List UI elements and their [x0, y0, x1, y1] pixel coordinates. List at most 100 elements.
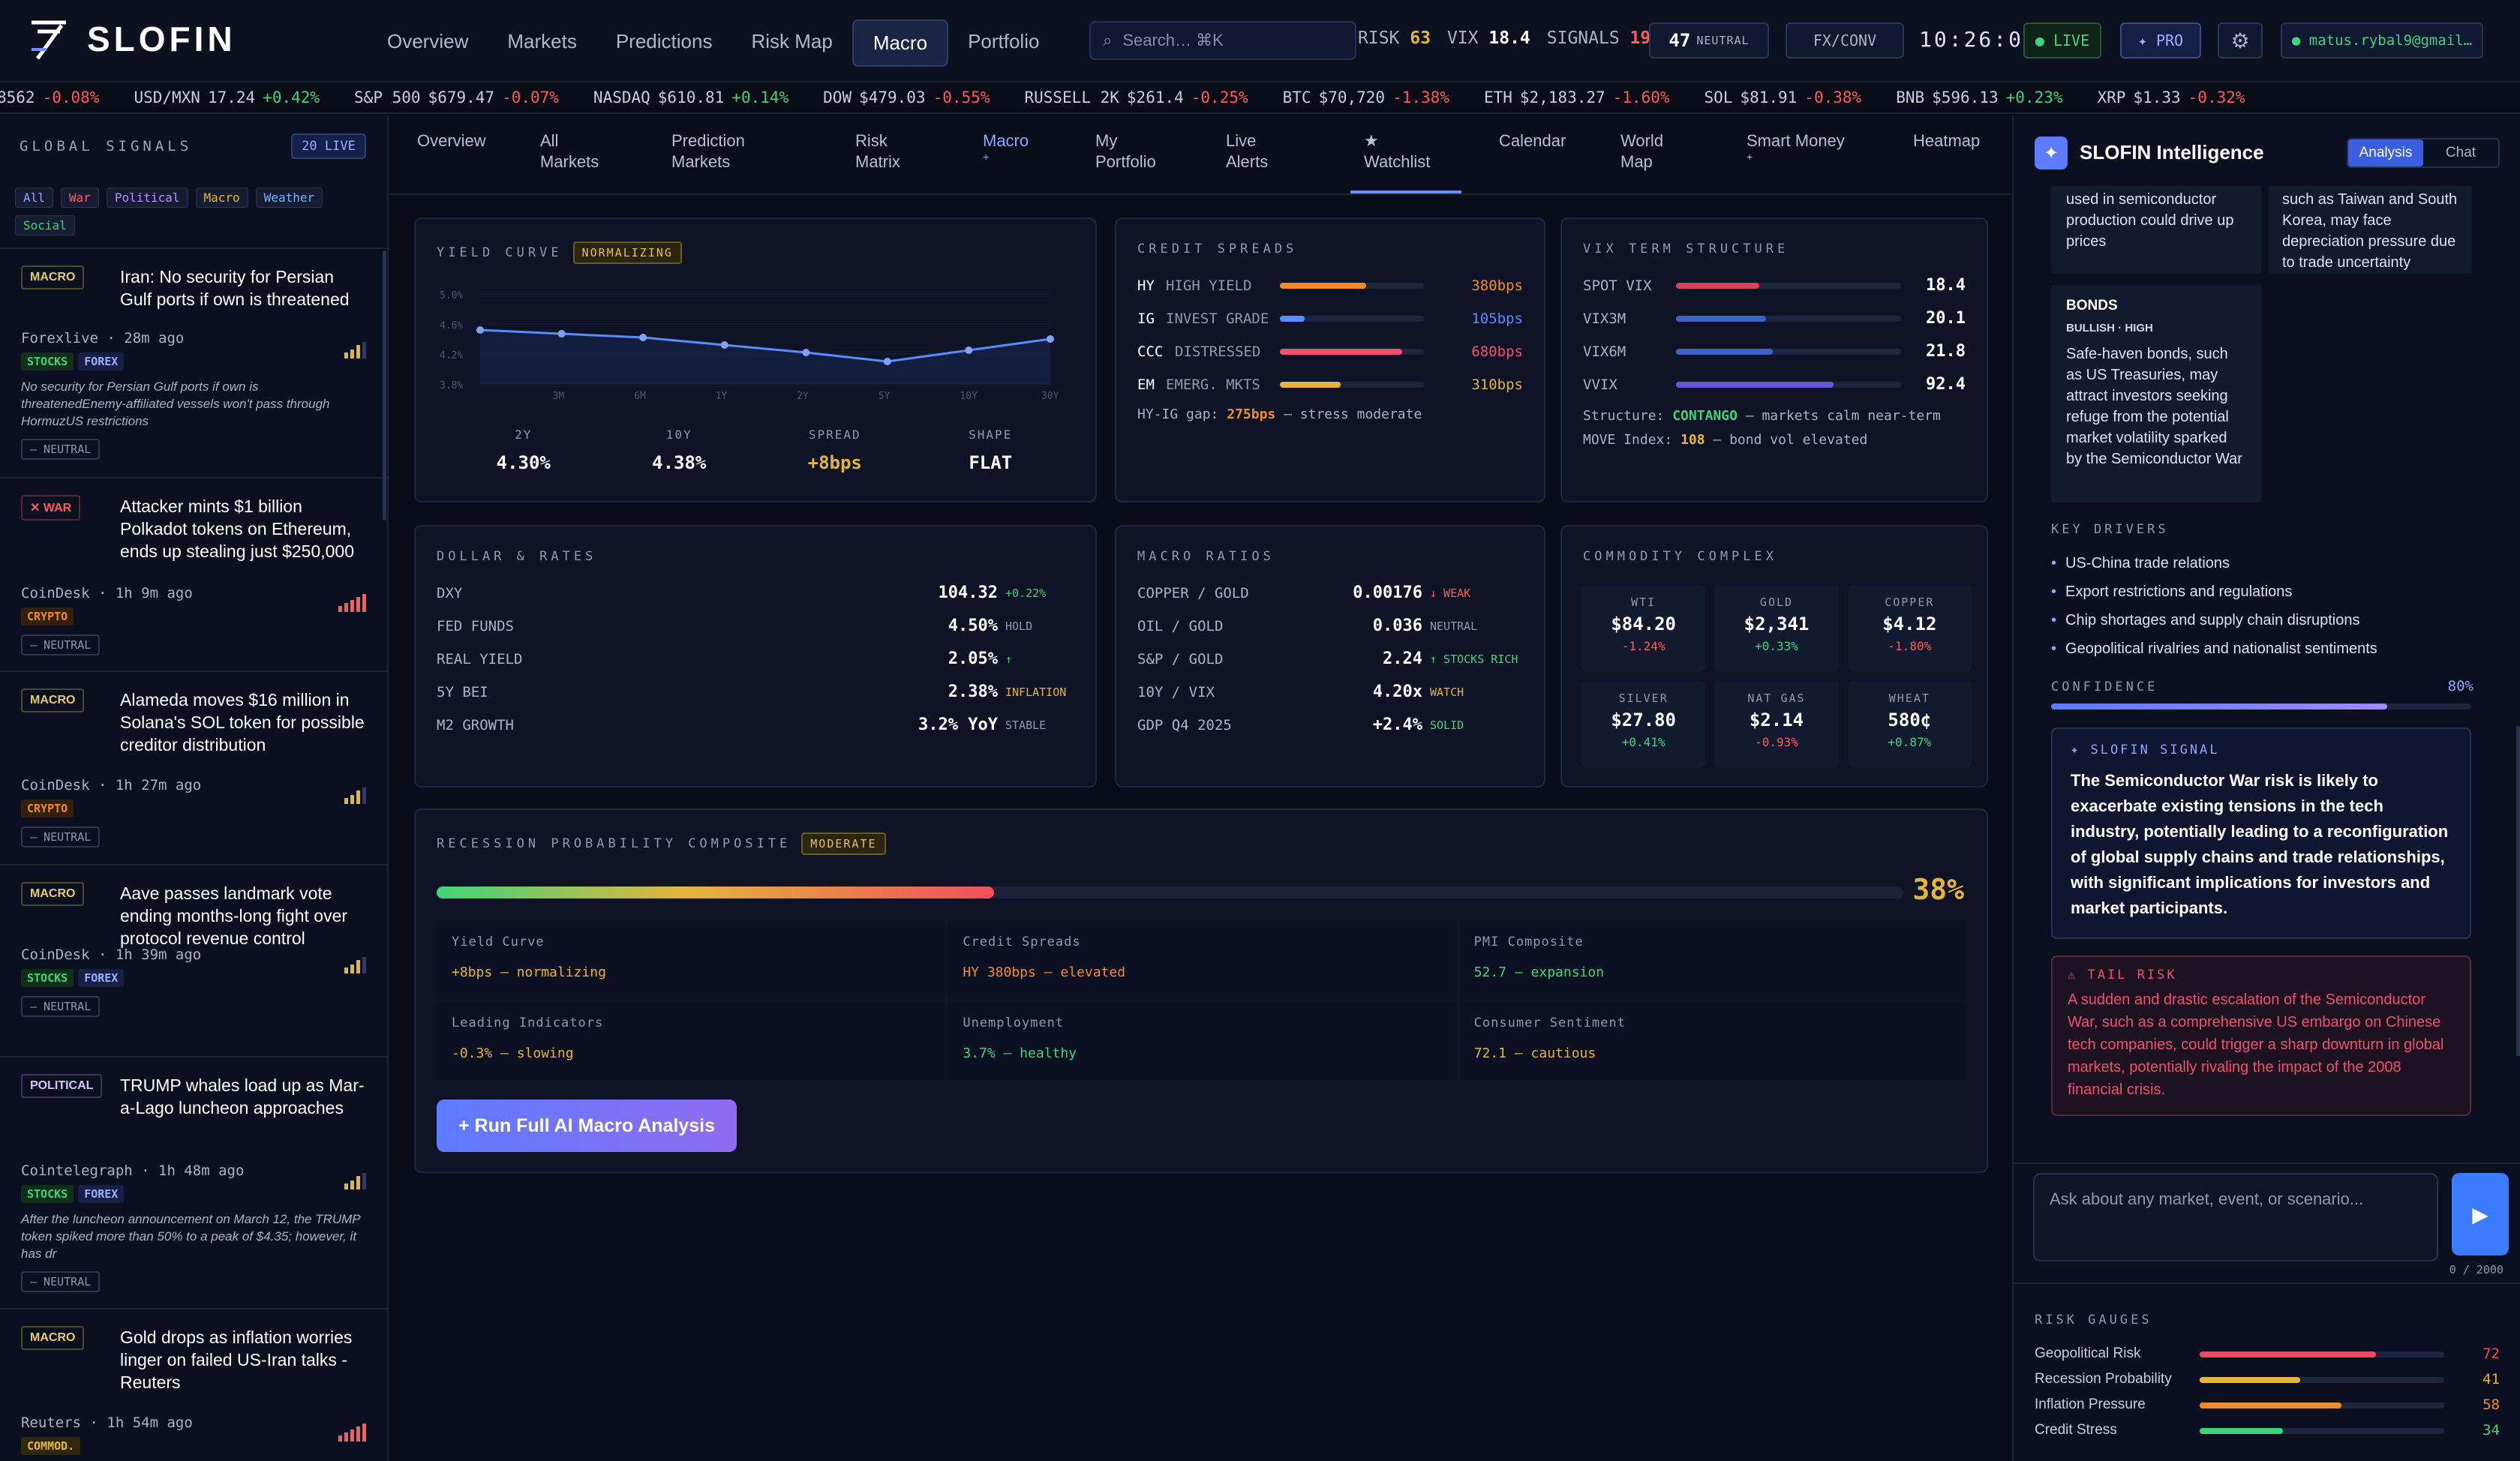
tab-world-map[interactable]: World Map: [1620, 130, 1663, 172]
ticker-item[interactable]: ETH $2,183.27 -1.60%: [1484, 88, 1670, 106]
user-account-button[interactable]: ● matus.rybal9@gmail…: [2281, 22, 2483, 58]
filter-political[interactable]: Political: [106, 188, 188, 208]
search-input[interactable]: Search… ⌘K: [1122, 31, 1224, 50]
tab-analysis[interactable]: Analysis: [2348, 140, 2423, 166]
sparkle-icon: ✦: [2035, 136, 2068, 170]
filter-all[interactable]: All: [15, 188, 53, 208]
news-title[interactable]: Iran: No security for Persian Gulf ports…: [120, 267, 350, 309]
nav-portfolio[interactable]: Portfolio: [968, 30, 1040, 52]
filter-war[interactable]: War: [60, 188, 99, 208]
scrollbar[interactable]: [383, 250, 386, 520]
ticker-item[interactable]: XRP $1.33 -0.32%: [2098, 88, 2245, 106]
commodity-tile[interactable]: SILVER $27.80 +0.41%: [1581, 681, 1706, 768]
ticker-symbol: USD/MXN: [134, 88, 200, 106]
row-note: ↑ STOCKS RICH: [1430, 652, 1518, 666]
recession-factor: Consumer Sentiment 72.1 — cautious: [1458, 1002, 1967, 1080]
ticker-item[interactable]: BTC $70,720 -1.38%: [1283, 88, 1449, 106]
ask-input[interactable]: Ask about any market, event, or scenario…: [2033, 1173, 2438, 1262]
ticker-item[interactable]: 8562 -0.08%: [0, 88, 99, 106]
tab-risk-matrix[interactable]: Risk Matrix: [855, 130, 900, 172]
yield-point: [557, 330, 566, 338]
pro-badge[interactable]: ✦ PRO: [2120, 22, 2201, 58]
news-item[interactable]: ✕ WAR Attacker mints $1 billion Polkadot …: [0, 477, 387, 670]
ticker-item[interactable]: USD/MXN 17.24 +0.42%: [134, 88, 320, 106]
commodity-tile[interactable]: GOLD $2,341 +0.33%: [1714, 585, 1839, 672]
tab-all-markets[interactable]: All Markets: [540, 130, 599, 172]
ticker-item[interactable]: BNB $596.13 +0.23%: [1896, 88, 2062, 106]
tab-label: Portfolio: [1095, 152, 1156, 171]
vix-term-structure-card: VIX TERM STRUCTURE SPOT VIX 18.4 VIX3M 20.1…: [1560, 218, 1988, 502]
fx-converter-button[interactable]: FX/CONV: [1786, 22, 1904, 58]
user-email: ● matus.rybal9@gmail…: [2291, 32, 2473, 49]
signal-strength-icon: [344, 784, 366, 804]
ticker-item[interactable]: S&P 500 $679.47 -0.07%: [354, 88, 559, 106]
filter-social[interactable]: Social: [15, 215, 75, 236]
nav-overview[interactable]: Overview: [387, 30, 469, 52]
tab-label: Prediction: [671, 131, 745, 150]
card-title: CREDIT SPREADS: [1137, 242, 1298, 256]
commodity-tile[interactable]: NAT GAS $2.14 -0.93%: [1714, 681, 1839, 768]
tab--watchlist[interactable]: ★ Watchlist: [1364, 130, 1430, 172]
row-label: 5Y BEI: [437, 683, 488, 700]
filter-chips: All War Political Macro Weather Social: [15, 188, 375, 236]
scrollbar[interactable]: [2516, 726, 2520, 1056]
nav-markets[interactable]: Markets: [507, 30, 577, 52]
news-item[interactable]: MACRO Gold drops as inflation worries lin…: [0, 1308, 387, 1461]
news-title[interactable]: Gold drops as inflation worries linger o…: [120, 1328, 353, 1392]
logo[interactable]: SLOFIN: [27, 16, 236, 62]
filter-macro[interactable]: Macro: [195, 188, 248, 208]
news-title[interactable]: Attacker mints $1 billion Polkadot token…: [120, 496, 355, 561]
tab-my-portfolio[interactable]: My Portfolio: [1095, 130, 1156, 172]
search-box[interactable]: ⌕ Search… ⌘K: [1089, 21, 1356, 60]
nav-risk-map[interactable]: Risk Map: [751, 30, 833, 52]
move-label: MOVE Index:: [1583, 432, 1673, 448]
news-item[interactable]: MACRO Aave passes landmark vote ending mo…: [0, 864, 387, 1056]
commodity-name: WHEAT: [1888, 692, 1930, 705]
ticker-item[interactable]: DOW $479.03 -0.55%: [823, 88, 990, 106]
tab-heatmap[interactable]: Heatmap: [1913, 130, 1980, 152]
spread-bar-fill: [1280, 382, 1341, 388]
gauge-bar: [2200, 1377, 2444, 1383]
tab-live-alerts[interactable]: Live Alerts: [1226, 130, 1268, 172]
ratios-row: OIL / GOLD 0.036 NEUTRAL: [1137, 616, 1523, 635]
run-ai-macro-analysis-button[interactable]: + Run Full AI Macro Analysis: [437, 1100, 737, 1152]
nav-macro[interactable]: Macro: [852, 20, 949, 67]
news-title[interactable]: TRUMP whales load up as Mar-a-Lago lunch…: [120, 1076, 365, 1118]
structure-value: CONTANGO: [1672, 408, 1738, 424]
tab-prediction-markets[interactable]: Prediction Markets: [671, 130, 745, 172]
tab-label: Matrix: [855, 152, 900, 171]
tab-calendar[interactable]: Calendar: [1499, 130, 1566, 152]
news-item[interactable]: MACRO Alameda moves $16 million in Solana…: [0, 670, 387, 864]
tab-macro-[interactable]: Macro +: [983, 130, 1029, 162]
ticker-item[interactable]: SOL $81.91 -0.38%: [1705, 88, 1862, 106]
tab-overview[interactable]: Overview: [417, 130, 486, 152]
ticker-item[interactable]: RUSSELL 2K $261.4 -0.25%: [1024, 88, 1248, 106]
news-title[interactable]: Alameda moves $16 million in Solana's SO…: [120, 690, 365, 754]
news-item[interactable]: POLITICAL TRUMP whales load up as Mar-a-L…: [0, 1056, 387, 1308]
news-title[interactable]: Aave passes landmark vote ending months-…: [120, 884, 348, 948]
driver-text: US-China trade relations: [2065, 555, 2230, 572]
ticker-symbol: DOW: [823, 88, 852, 106]
settings-gear-icon[interactable]: ⚙: [2218, 22, 2263, 58]
gauge-label: Inflation Pressure: [2035, 1396, 2146, 1412]
filter-weather[interactable]: Weather: [255, 188, 323, 208]
factor-label: Credit Spreads: [963, 934, 1081, 950]
commodity-tile[interactable]: WTI $84.20 -1.24%: [1581, 585, 1706, 672]
tab-smart-money-[interactable]: Smart Money +: [1747, 130, 1845, 162]
y-tick-label: 5.0%: [440, 290, 463, 302]
news-item[interactable]: MACRO Iran: No security for Persian Gulf …: [0, 248, 387, 477]
tab-chat[interactable]: Chat: [2445, 145, 2476, 160]
ticker-item[interactable]: NASDAQ $610.81 +0.14%: [593, 88, 788, 106]
spread-code: EM: [1137, 376, 1155, 393]
commodity-tile[interactable]: WHEAT 580¢ +0.87%: [1847, 681, 1972, 768]
sentiment-badge: — NEUTRAL: [21, 1271, 101, 1292]
brand-name: SLOFIN: [87, 20, 236, 58]
nav-predictions[interactable]: Predictions: [615, 30, 713, 52]
x-tick-label: 2Y: [797, 391, 809, 402]
commodity-tile[interactable]: COPPER $4.12 -1.80%: [1847, 585, 1972, 672]
send-icon[interactable]: ▶: [2452, 1173, 2509, 1256]
ticker-price: $1.33: [2133, 88, 2181, 106]
tab-label: Risk: [855, 131, 888, 150]
analysis-scroll-area[interactable]: used in semiconductor production could d…: [2014, 186, 2520, 1161]
news-description: No security for Persian Gulf ports if ow…: [21, 380, 330, 428]
